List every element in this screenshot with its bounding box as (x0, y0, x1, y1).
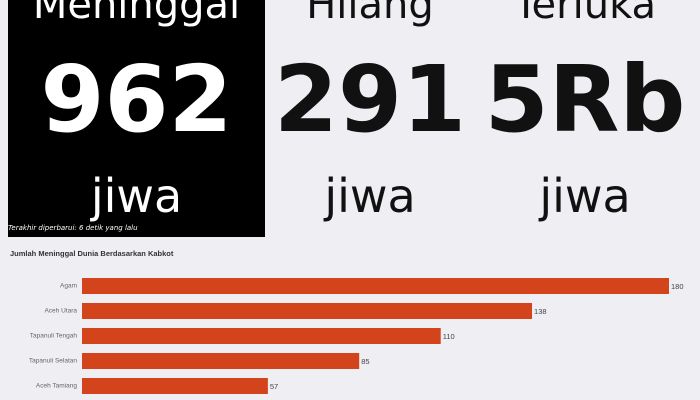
value-label: 138 (534, 307, 547, 316)
value-label: 180 (671, 282, 684, 291)
stat-card: Terluka 5Rb jiwa (475, 0, 695, 237)
stat-label: Meninggal (32, 0, 241, 28)
value-label: 57 (270, 382, 278, 391)
stat-label: Terluka (513, 0, 657, 28)
chart: Jumlah Meninggal Dunia Berdasarkan Kabko… (10, 249, 684, 394)
stat-value: 291 (273, 46, 467, 153)
bar (82, 328, 441, 344)
bar (82, 378, 268, 394)
bar (82, 353, 360, 369)
stat-card: Hilang 291 jiwa (265, 0, 475, 237)
bar (82, 278, 669, 294)
chart-title: Jumlah Meninggal Dunia Berdasarkan Kabko… (10, 249, 174, 258)
category-label: Agam (60, 283, 77, 290)
stat-value: 5Rb (484, 46, 686, 153)
stat-unit: jiwa (324, 169, 416, 223)
category-label: Aceh Utara (44, 308, 77, 315)
category-label: Aceh Tamiang (36, 383, 77, 390)
category-label: Tapanuli Selatan (29, 358, 77, 365)
update-note: Terakhir diperbarui: 6 detik yang lalu (8, 224, 138, 232)
stat-unit: jiwa (90, 169, 183, 223)
stat-label: Hilang (306, 0, 434, 28)
bar (82, 303, 533, 319)
value-label: 110 (443, 332, 455, 341)
category-label: Tapanuli Tengah (30, 333, 78, 340)
value-label: 85 (361, 357, 369, 366)
stat-unit: jiwa (539, 169, 631, 223)
stat-card: Meninggal 962 jiwa Terakhir diperbarui: … (8, 0, 265, 237)
stat-value: 962 (40, 46, 233, 153)
